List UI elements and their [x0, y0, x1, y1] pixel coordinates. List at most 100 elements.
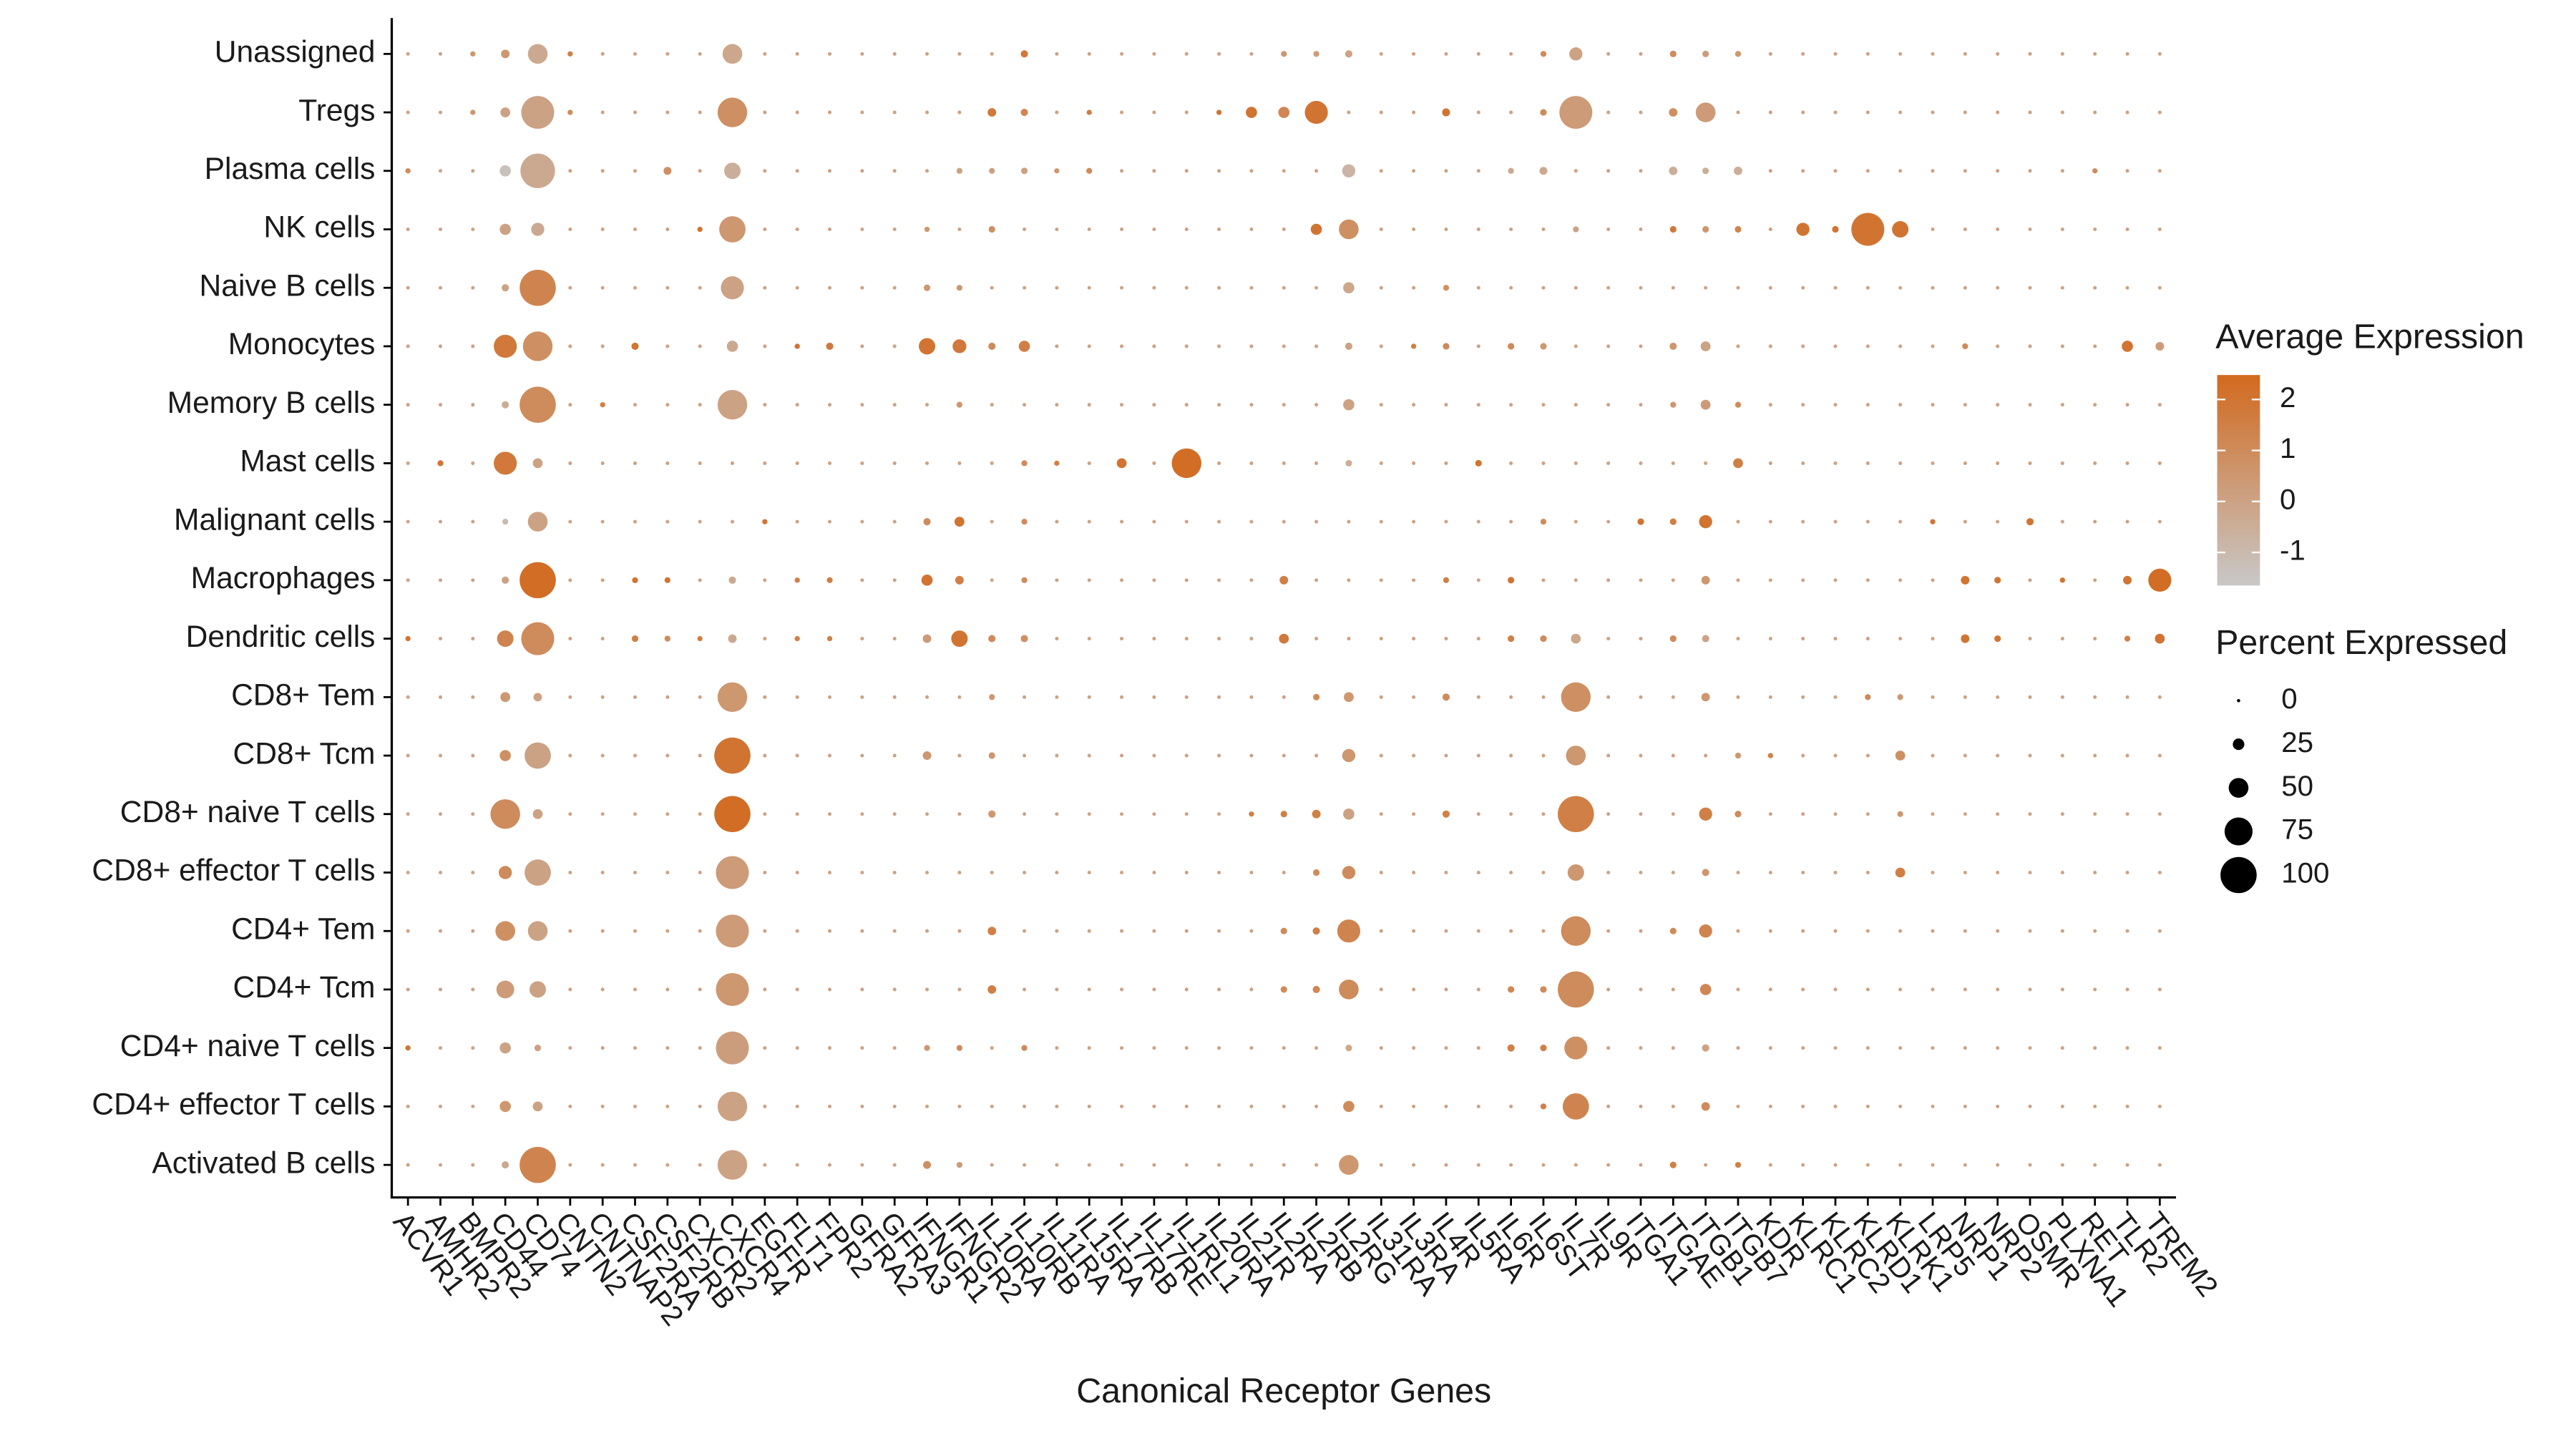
- dot: [1801, 285, 1805, 290]
- dot: [1736, 344, 1740, 348]
- dot: [1733, 166, 1742, 175]
- dot: [1282, 403, 1286, 407]
- dot: [956, 1161, 963, 1168]
- dot: [990, 461, 994, 465]
- dot: [1865, 812, 1870, 816]
- dot: [957, 695, 962, 699]
- dot: [1996, 52, 2000, 56]
- dot: [1931, 110, 1935, 114]
- dot: [1412, 519, 1416, 524]
- dot: [520, 153, 555, 188]
- dot: [568, 987, 572, 992]
- dot: [1865, 578, 1870, 582]
- dot: [1671, 812, 1675, 816]
- dot: [1120, 578, 1124, 582]
- dot: [438, 169, 443, 173]
- dot: [860, 695, 864, 699]
- dot: [1702, 50, 1709, 57]
- dot: [1476, 695, 1480, 699]
- dot: [1152, 578, 1156, 582]
- dot: [1412, 1163, 1416, 1167]
- dot: [2125, 929, 2129, 933]
- dot: [1444, 169, 1448, 173]
- dot: [1339, 219, 1359, 240]
- dot: [1314, 169, 1319, 173]
- dot: [721, 276, 744, 300]
- dot: [2060, 461, 2064, 465]
- dot: [1055, 52, 1059, 56]
- dot: [1314, 285, 1319, 290]
- dot: [502, 401, 509, 409]
- dot: [1152, 1046, 1156, 1050]
- dot: [1963, 403, 1967, 407]
- dot: [665, 1163, 670, 1167]
- dot: [1055, 637, 1059, 641]
- dot: [1443, 343, 1450, 350]
- dot: [1564, 1036, 1588, 1060]
- dot: [698, 929, 702, 933]
- dot: [1280, 927, 1287, 934]
- dot: [1931, 870, 1935, 875]
- dot: [1796, 223, 1810, 236]
- dot: [1412, 1046, 1416, 1050]
- dot: [1087, 812, 1091, 816]
- dot: [1833, 169, 1838, 173]
- dot: [1018, 341, 1030, 352]
- dot: [1476, 578, 1480, 582]
- dot: [722, 44, 743, 64]
- dot: [1054, 168, 1060, 174]
- dot: [1767, 753, 1773, 758]
- dot: [988, 342, 996, 351]
- dot: [1120, 110, 1124, 114]
- dot: [438, 403, 443, 407]
- dot: [763, 344, 767, 348]
- dot: [1055, 695, 1059, 699]
- dot: [698, 461, 702, 465]
- dot: [1379, 344, 1383, 348]
- dot: [665, 110, 670, 114]
- dot: [2060, 285, 2064, 290]
- dot: [2060, 987, 2064, 992]
- dot: [1314, 1046, 1319, 1050]
- dot: [665, 227, 670, 232]
- dot: [2093, 403, 2097, 407]
- dot: [533, 693, 542, 702]
- dot: [1152, 812, 1156, 816]
- dot: [496, 980, 514, 999]
- dot: [1833, 1104, 1838, 1108]
- dot: [2148, 568, 2172, 592]
- dot: [521, 96, 555, 130]
- dot: [1559, 96, 1593, 130]
- dot: [1639, 52, 1643, 56]
- dot: [1895, 751, 1906, 761]
- dot: [2060, 110, 2064, 114]
- size-legend-dot: [2228, 778, 2249, 798]
- dot: [1931, 227, 1935, 232]
- dot: [2060, 519, 2064, 524]
- dot: [1314, 1163, 1319, 1167]
- dot: [2028, 578, 2032, 582]
- dot: [2093, 1046, 2097, 1050]
- dot: [1249, 52, 1254, 56]
- dot: [1086, 167, 1093, 174]
- dot: [1963, 169, 1967, 173]
- dot: [1020, 635, 1028, 643]
- dot: [697, 635, 703, 642]
- dot: [2157, 169, 2162, 173]
- dot: [1152, 461, 1156, 465]
- dot: [2093, 461, 2097, 465]
- dot: [471, 987, 475, 992]
- dot: [1898, 1046, 1903, 1050]
- dot: [1379, 753, 1383, 758]
- y-tick-label: CD4+ naive T cells: [120, 1029, 376, 1063]
- dot: [567, 51, 573, 57]
- dot: [633, 695, 638, 699]
- dot: [1865, 169, 1870, 173]
- dot: [600, 227, 605, 232]
- dot: [1249, 285, 1254, 290]
- dot: [795, 870, 799, 875]
- dot: [438, 1163, 443, 1167]
- dot: [2125, 1104, 2129, 1108]
- dot: [633, 110, 638, 114]
- dot: [1509, 285, 1513, 290]
